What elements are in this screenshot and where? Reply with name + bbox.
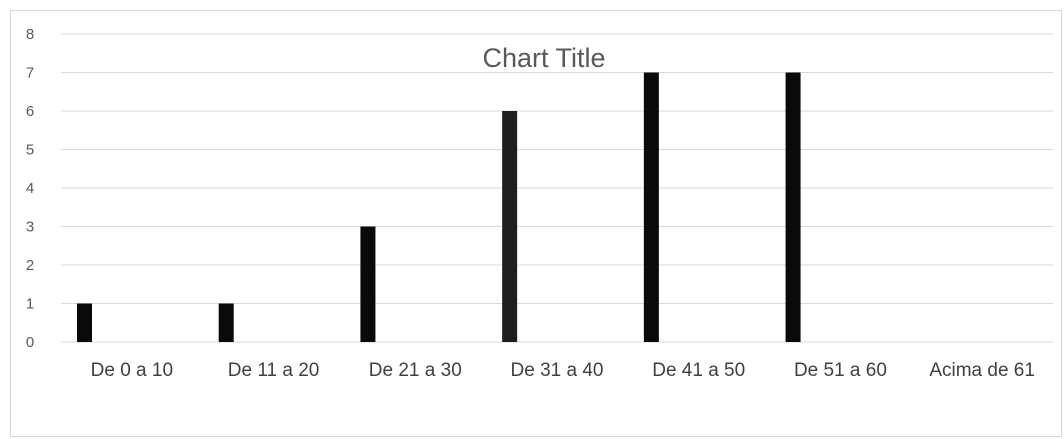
y-tick-label: 6: [26, 103, 34, 120]
y-tick-label: 1: [26, 296, 34, 313]
chart-title: Chart Title: [482, 43, 605, 73]
x-category-label: De 11 a 20: [228, 360, 320, 381]
x-category-label: De 21 a 30: [369, 360, 462, 381]
y-tick-label: 4: [26, 180, 34, 197]
x-category-label: De 41 a 50: [652, 360, 745, 381]
bar: [77, 303, 92, 342]
bar: [360, 226, 376, 342]
x-category-label: De 31 a 40: [511, 360, 604, 381]
gridlines: [61, 33, 1053, 343]
bar: [643, 72, 659, 342]
x-axis-labels: De 0 a 10 De 11 a 20 De 21 a 30 De 31 a 40 D…: [91, 360, 1035, 381]
bar: [218, 303, 234, 342]
x-category-label: De 0 a 10: [91, 360, 173, 381]
bar: [785, 72, 801, 342]
y-tick-label: 3: [26, 219, 34, 236]
x-category-label: Acima de 61: [929, 360, 1035, 381]
bar: [502, 111, 518, 342]
x-category-label: De 51 a 60: [794, 360, 887, 381]
y-tick-label: 7: [26, 65, 34, 82]
y-tick-label: 5: [26, 142, 34, 159]
y-tick-label: 0: [26, 334, 34, 351]
y-tick-label: 8: [26, 26, 34, 43]
y-axis-ticks: 0 1 2 3 4 5 6 7 8: [26, 26, 34, 351]
y-tick-label: 2: [26, 257, 34, 274]
bars: [77, 72, 801, 342]
